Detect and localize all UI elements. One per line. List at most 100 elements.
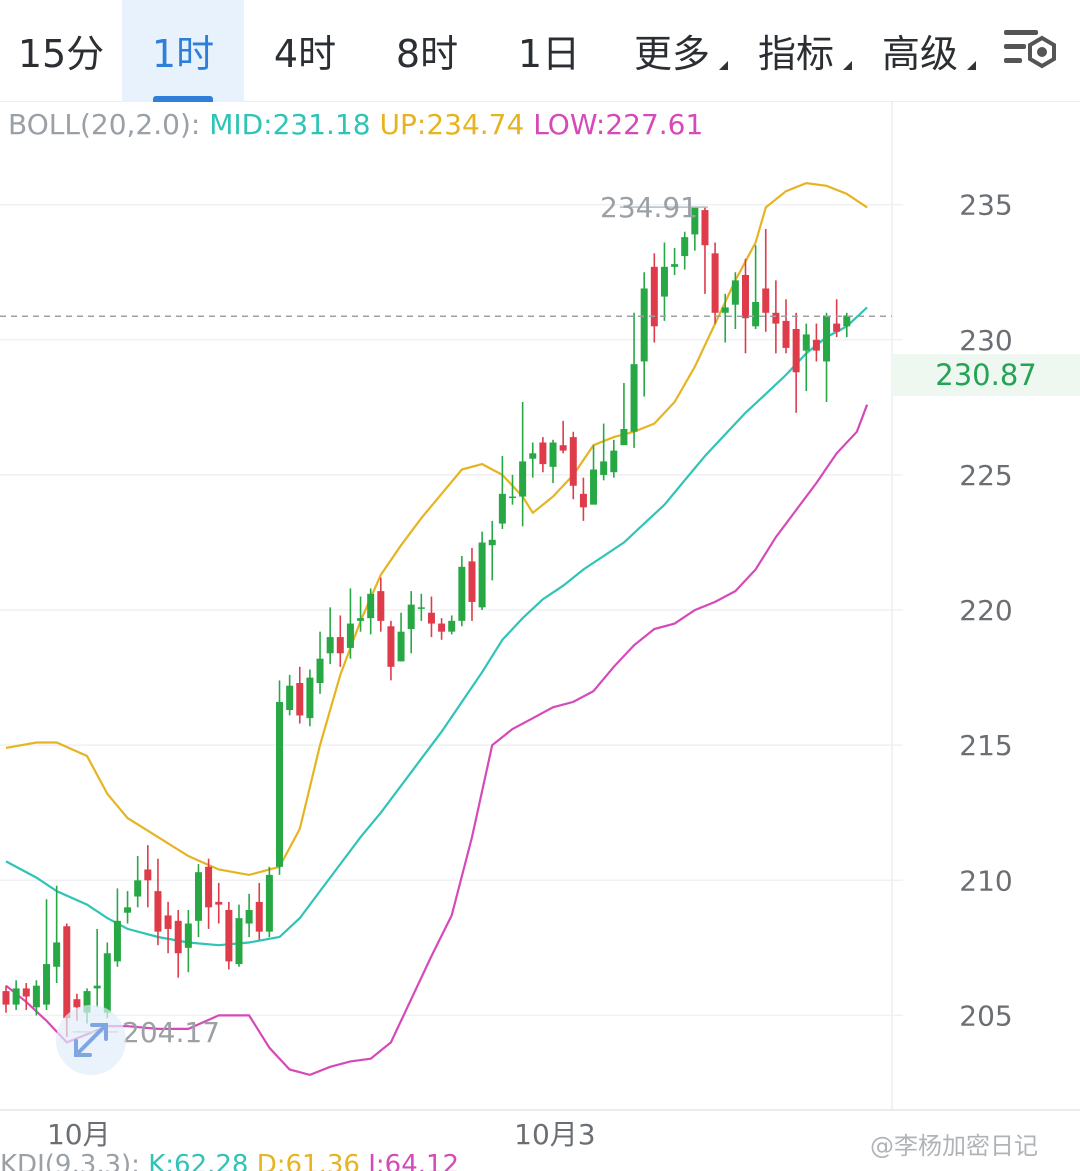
candle-body — [124, 907, 132, 913]
tab-indicators[interactable]: 指标 — [734, 0, 858, 102]
candle-body — [306, 677, 314, 719]
candle-body — [752, 301, 760, 327]
candle-body — [336, 637, 344, 654]
candle-body — [458, 566, 466, 621]
candle-body — [154, 891, 162, 932]
candle-body — [762, 288, 770, 313]
dropdown-triangle-icon — [719, 60, 728, 70]
x-tick-label: 10月3 — [514, 1118, 595, 1150]
candle-body — [174, 920, 182, 954]
candle-body — [650, 266, 658, 327]
candle-body — [620, 428, 628, 446]
candle-body — [741, 274, 749, 319]
candle-body — [2, 991, 10, 1005]
tab-1hour[interactable]: 1时 — [122, 0, 244, 102]
candle-body — [691, 207, 699, 235]
tab-4hour[interactable]: 4时 — [244, 0, 366, 102]
candle-body — [265, 874, 273, 932]
candle-body — [276, 701, 284, 867]
tab-15min[interactable]: 15分 — [0, 0, 122, 102]
tab-label: 8时 — [395, 32, 459, 76]
candle-body — [529, 453, 537, 459]
candle-body — [640, 288, 648, 362]
y-tick-label: 205 — [959, 999, 1012, 1032]
candle-body — [731, 280, 739, 305]
y-tick-label: 230 — [959, 324, 1012, 357]
candle-body — [772, 312, 780, 324]
candle-body — [711, 253, 719, 313]
candle-body — [792, 329, 800, 373]
candle-body — [833, 323, 841, 332]
candle-body — [357, 618, 365, 621]
candle-body — [144, 869, 152, 881]
candle-body — [215, 901, 223, 905]
candle-body — [448, 620, 456, 632]
candle-body — [438, 623, 446, 632]
tab-label: 指标 — [757, 32, 834, 76]
candle-body — [205, 866, 213, 908]
current-price-label: 230.87 — [892, 354, 1080, 396]
candle-body — [346, 623, 354, 648]
candle-body — [397, 631, 405, 662]
candle-body — [83, 991, 91, 1013]
tab-8hour[interactable]: 8时 — [366, 0, 488, 102]
candle-body — [367, 593, 375, 619]
candle-body — [579, 493, 587, 508]
candle-body — [407, 604, 415, 629]
candle-body — [590, 469, 598, 505]
candle-body — [782, 320, 790, 348]
candle-body — [103, 953, 111, 1013]
candle-body — [53, 942, 61, 967]
candle-body — [600, 461, 608, 475]
tab-more[interactable]: 更多 — [610, 0, 734, 102]
candle-body — [843, 315, 851, 327]
dropdown-triangle-icon — [967, 60, 976, 70]
boll-low-value: LOW:227.61 — [533, 108, 704, 141]
y-tick-label: 235 — [959, 189, 1012, 222]
boll-indicator-legend: BOLL(20,2.0): MID:231.18 UP:234.74 LOW:2… — [8, 108, 703, 141]
candle-body — [245, 910, 253, 924]
candle-body — [377, 591, 385, 621]
candle-body — [184, 923, 192, 948]
kdj-j-value: J:64.12 — [368, 1150, 460, 1171]
boll-lower-line — [5, 404, 869, 1077]
candle-body — [12, 988, 20, 1005]
candle-body — [113, 920, 121, 962]
tab-1day[interactable]: 1日 — [488, 0, 610, 102]
candle-body — [417, 607, 425, 609]
candle-body — [225, 910, 233, 962]
y-tick-label: 215 — [959, 729, 1012, 762]
tab-label: 15分 — [17, 32, 105, 76]
dropdown-triangle-icon — [843, 60, 852, 70]
candle-body — [549, 442, 557, 467]
tab-advanced[interactable]: 高级 — [858, 0, 982, 102]
candle-body — [468, 561, 476, 602]
boll-up-value: UP:234.74 — [379, 108, 525, 141]
candle-body — [671, 264, 679, 267]
candle-body — [823, 315, 831, 362]
candle-body — [812, 339, 820, 351]
candle-body — [43, 964, 51, 1005]
candle-body — [802, 334, 810, 351]
author-watermark: @李杨加密日记 — [870, 1132, 1038, 1160]
candle-body — [509, 496, 516, 499]
y-tick-label: 210 — [959, 864, 1012, 897]
x-tick-label: 10月 — [47, 1118, 111, 1150]
candle-body — [559, 445, 567, 451]
candle-body — [296, 683, 304, 716]
boll-upper-line — [5, 181, 868, 877]
tab-label: 1日 — [517, 32, 581, 76]
candlestick-chart[interactable]: 235 230 225 220 215 210 205 10月 10月3 234.91 204.17 — [0, 102, 1080, 1150]
candle-body — [701, 210, 709, 246]
candle-body — [326, 637, 334, 654]
candle-body — [73, 999, 81, 1008]
kdj-indicator-legend: KDJ(9,3,3): K:62.28 D:61.36 J:64.12 — [0, 1150, 459, 1171]
candle-body — [194, 872, 202, 921]
kdj-d-value: D:61.36 — [256, 1150, 360, 1171]
tab-label: 4时 — [273, 32, 337, 76]
chart-settings-icon[interactable] — [1000, 22, 1060, 78]
expand-chart-button[interactable] — [56, 1005, 126, 1075]
candle-body — [63, 926, 71, 1019]
tab-label: 高级 — [881, 32, 958, 76]
candle-body — [610, 450, 618, 473]
